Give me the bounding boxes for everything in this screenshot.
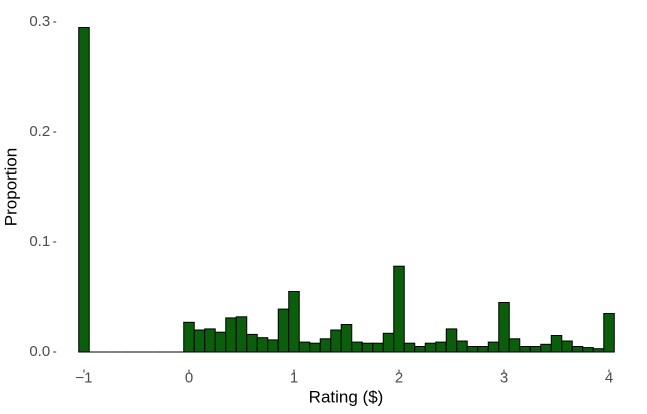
bar xyxy=(225,317,237,353)
bar xyxy=(193,329,206,353)
bar xyxy=(435,341,447,353)
bar xyxy=(204,328,216,353)
bar xyxy=(487,341,500,353)
bar xyxy=(351,341,363,353)
bar xyxy=(256,337,269,353)
bar xyxy=(330,329,342,353)
x-tick-label: 1 xyxy=(290,369,298,386)
bar xyxy=(403,342,416,353)
bar xyxy=(267,339,279,353)
y-axis-title: Proportion xyxy=(1,148,20,226)
bar xyxy=(246,333,258,353)
bar xyxy=(319,338,332,353)
y-tick-label: 0.2 xyxy=(29,123,50,140)
bar xyxy=(78,27,90,353)
bar xyxy=(309,342,321,353)
bar xyxy=(540,343,552,353)
bar xyxy=(571,346,584,353)
x-tick-label: 2 xyxy=(395,369,403,386)
bar xyxy=(519,346,531,353)
bar xyxy=(582,347,594,353)
bar xyxy=(508,338,521,353)
bar xyxy=(277,308,290,353)
bar xyxy=(561,340,573,353)
bar xyxy=(382,332,395,353)
bar xyxy=(477,346,489,353)
bar xyxy=(214,331,227,353)
y-tick-label: 0.3 xyxy=(29,13,50,30)
bar xyxy=(424,342,437,353)
bar xyxy=(393,265,405,353)
bar xyxy=(529,346,542,353)
bar xyxy=(235,316,248,353)
bar xyxy=(445,328,458,353)
bar xyxy=(466,346,479,353)
x-tick-label: 4 xyxy=(605,369,613,386)
x-tick-label: −1 xyxy=(75,369,92,386)
bar xyxy=(498,302,510,353)
bar xyxy=(456,340,468,353)
x-tick-label: 3 xyxy=(500,369,508,386)
y-tick-label: 0.0 xyxy=(29,343,50,360)
bar xyxy=(550,335,563,353)
bar xyxy=(592,348,605,353)
bar xyxy=(288,291,300,353)
y-tick-label: 0.1 xyxy=(29,233,50,250)
bar xyxy=(361,342,374,353)
bar xyxy=(372,342,384,353)
bar xyxy=(183,321,195,353)
bar xyxy=(298,341,311,353)
bar xyxy=(414,346,426,353)
x-axis-title: Rating ($) xyxy=(309,387,384,406)
bar xyxy=(340,324,353,353)
x-tick-label: 0 xyxy=(185,369,193,386)
bar xyxy=(603,313,615,353)
